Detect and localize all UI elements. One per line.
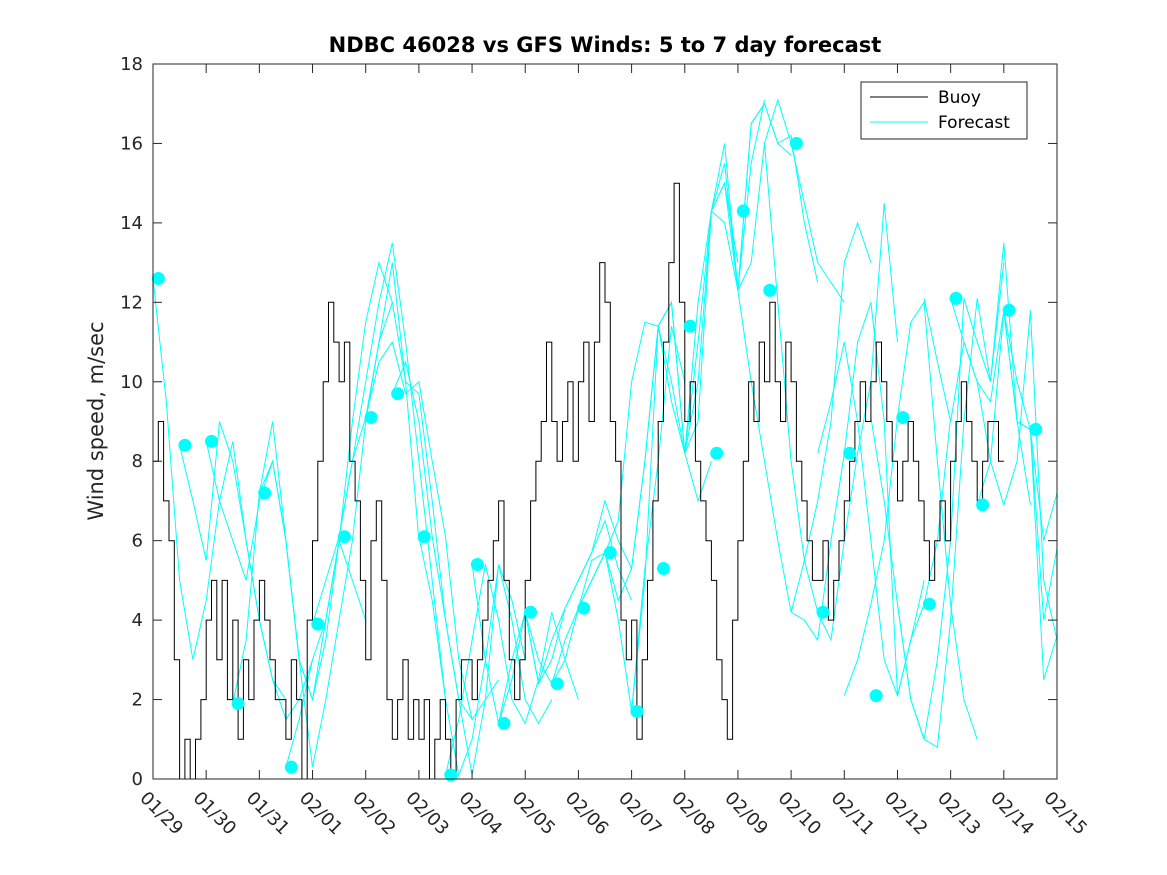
y-tick-label: 2 [132,690,143,711]
forecast-marker [736,204,750,218]
forecast-line-16 [577,300,712,609]
forecast-marker [710,446,724,460]
plot-frame [152,63,1058,780]
forecast-marker [843,446,857,460]
forecast-marker [231,697,245,710]
forecast-marker [922,597,936,611]
forecast-marker [205,434,218,448]
forecast-marker [603,546,617,560]
buoy-line [153,182,1004,780]
forecast-marker [497,716,511,730]
forecast-line-31 [976,310,1058,621]
forecast-line-15 [551,326,686,712]
y-tick-label: 18 [120,54,143,75]
forecast-marker [391,387,405,401]
y-tick-label: 0 [132,769,143,790]
forecast-marker [869,689,883,703]
forecast-marker [976,498,990,512]
forecast-line-26 [843,300,978,740]
forecast-line-23 [764,143,898,642]
y-tick-label: 6 [132,531,143,552]
forecast-marker [417,530,431,544]
y-tick-label: 4 [132,610,143,631]
forecast-line-25 [817,341,952,698]
forecast-marker [524,605,538,619]
forecast-marker [1002,303,1016,317]
forecast-marker [151,272,165,285]
forecast-marker [444,768,458,782]
forecast-marker [258,486,272,500]
forecast-line-18 [631,99,765,712]
y-tick-label: 8 [132,451,143,472]
forecast-marker [789,136,803,150]
forecast-line-27 [870,262,1005,740]
forecast-line-21 [711,98,845,303]
y-tick-label: 12 [120,292,143,313]
plot-area [151,98,1058,782]
forecast-marker [763,283,777,297]
forecast-marker [816,605,830,619]
forecast-marker [550,677,564,691]
y-tick-label: 14 [120,213,143,234]
forecast-marker [630,705,644,718]
forecast-marker [896,411,910,424]
chart-title: NDBC 46028 vs GFS Winds: 5 to 7 day fore… [329,33,882,57]
forecast-marker [683,319,697,333]
forecast-line-1 [179,421,313,721]
forecast-marker [949,291,963,305]
legend-buoy-label: Buoy [938,88,981,108]
forecast-marker [178,438,192,452]
forecast-line-5 [285,260,420,768]
legend: Buoy Forecast [860,81,1028,140]
forecast-marker [577,601,591,615]
forecast-line-6 [312,242,446,700]
forecast-marker [284,760,298,774]
legend-forecast-label: Forecast [938,113,1010,133]
legend-box [860,81,1028,140]
forecast-marker [364,411,378,424]
forecast-marker [311,617,325,631]
y-tick-label: 16 [120,133,143,154]
y-axis-label: Wind speed, m/sec [84,321,108,520]
forecast-line-11 [445,564,579,776]
y-axis: 0 2 4 6 8 10 12 14 16 18 [120,54,1057,790]
forecast-marker [657,562,670,575]
forecast-line-28 [897,242,1031,749]
forecast-marker [337,530,351,544]
forecast-marker [1029,422,1043,436]
y-tick-label: 10 [120,372,143,393]
forecast-marker [470,558,484,571]
